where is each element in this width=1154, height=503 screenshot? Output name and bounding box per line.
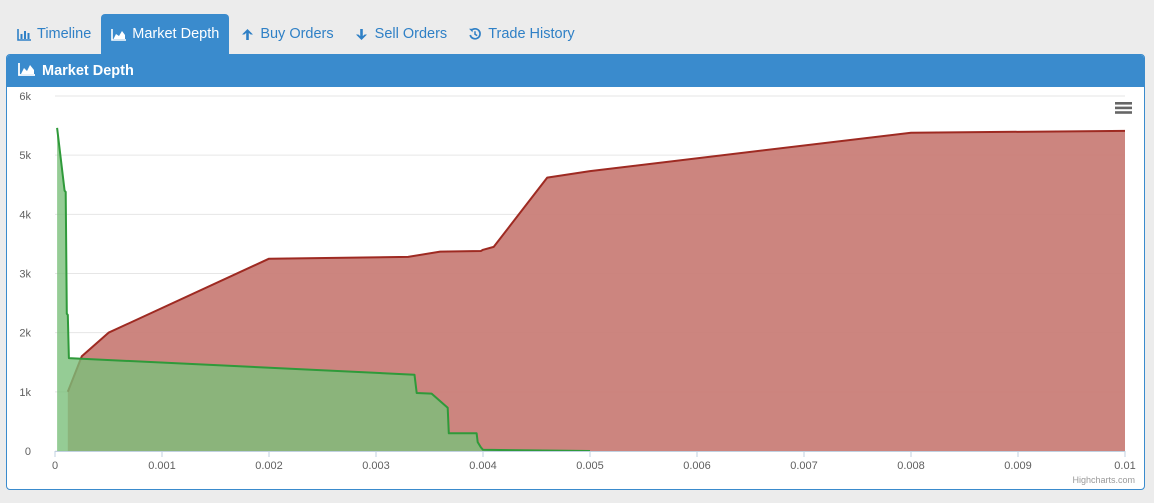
arrow-down-icon <box>354 27 370 41</box>
tab-trade-history-label: Trade History <box>488 26 575 42</box>
area-chart-icon <box>18 62 36 80</box>
history-icon <box>467 27 483 41</box>
market-depth-panel: Market Depth 0 1k 2k 3k 4k 5k 6k 0 0.001 0.002 0.0… <box>6 54 1145 490</box>
y-tick-label: 0 <box>25 446 31 458</box>
y-tick-label: 4k <box>19 209 31 221</box>
depth-chart: 0 1k 2k 3k 4k 5k 6k 0 0.001 0.002 0.003 0.004 0.005 0… <box>7 87 1144 489</box>
chart-axes: 0 1k 2k 3k 4k 5k 6k 0 0.001 0.002 0.003 0.004 0.005 0… <box>19 91 1135 472</box>
ask-depth-line <box>66 129 1126 393</box>
chart-credit[interactable]: Highcharts.com <box>1072 475 1135 485</box>
tab-timeline[interactable]: Timeline <box>6 14 101 54</box>
bid-depth-line <box>56 127 591 452</box>
tab-market-depth[interactable]: Market Depth <box>101 14 230 54</box>
x-tick-label: 0.002 <box>255 460 283 472</box>
panel-header: Market Depth <box>7 55 1144 87</box>
x-tick-label: 0.007 <box>790 460 818 472</box>
chart-areas <box>56 127 1126 452</box>
y-tick-label: 2k <box>19 328 31 340</box>
tab-bar: Timeline Market Depth Buy Orders Sell Or… <box>6 14 585 54</box>
tab-buy-orders[interactable]: Buy Orders <box>229 14 343 54</box>
tab-timeline-label: Timeline <box>37 26 92 42</box>
x-tick-label: 0.009 <box>1004 460 1032 472</box>
y-tick-label: 6k <box>19 91 31 103</box>
arrow-up-icon <box>239 27 255 41</box>
bar-chart-icon <box>16 27 32 41</box>
tab-buy-orders-label: Buy Orders <box>260 26 334 42</box>
panel-title: Market Depth <box>42 63 134 79</box>
chart-menu-icon[interactable] <box>1111 97 1136 118</box>
y-tick-label: 3k <box>19 269 31 281</box>
x-tick-label: 0.01 <box>1114 460 1135 472</box>
x-tick-label: 0.001 <box>148 460 176 472</box>
area-chart-icon <box>111 27 127 41</box>
bid-depth-area <box>57 127 591 452</box>
x-tick-label: 0 <box>52 460 58 472</box>
tab-market-depth-label: Market Depth <box>132 26 220 42</box>
tab-sell-orders-label: Sell Orders <box>374 26 448 42</box>
depth-chart-svg: 0 1k 2k 3k 4k 5k 6k 0 0.001 0.002 0.003 0.004 0.005 0… <box>19 91 1136 485</box>
tab-sell-orders[interactable]: Sell Orders <box>344 14 458 54</box>
x-tick-label: 0.008 <box>897 460 925 472</box>
x-tick-label: 0.003 <box>362 460 390 472</box>
x-tick-label: 0.004 <box>469 460 497 472</box>
x-tick-label: 0.006 <box>683 460 711 472</box>
x-tick-label: 0.005 <box>576 460 604 472</box>
tab-trade-history[interactable]: Trade History <box>457 14 584 54</box>
y-tick-label: 5k <box>19 150 31 162</box>
y-tick-label: 1k <box>19 387 31 399</box>
